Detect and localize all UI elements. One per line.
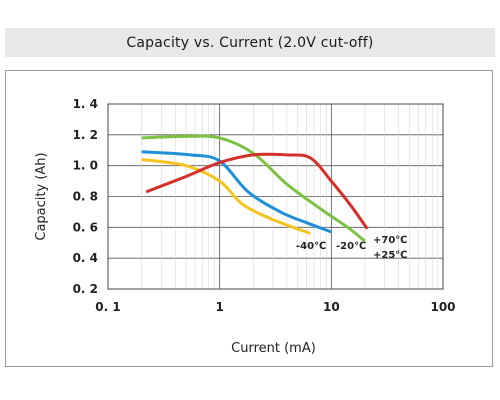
x-axis-label: Current (mA) [231, 341, 316, 356]
series-line [145, 152, 369, 230]
x-tick-label: 100 [430, 300, 455, 314]
x-tick-label: 0. 1 [95, 300, 120, 314]
series-line [141, 150, 332, 234]
chart-frame [5, 70, 493, 367]
chart-title: Capacity vs. Current (2.0V cut-off) [5, 28, 495, 57]
y-tick-label: 1. 4 [73, 97, 98, 111]
grid-layer [107, 103, 444, 290]
x-tick-label: 10 [323, 300, 340, 314]
series-line [141, 134, 366, 243]
series-label: +25℃ [373, 250, 407, 261]
y-tick-label: 1. 2 [73, 128, 98, 142]
series-label: -40℃ [296, 241, 326, 252]
y-tick-label: 0. 2 [73, 282, 98, 296]
plot-border [107, 103, 444, 290]
y-axis-label: Capacity (Ah) [34, 152, 49, 240]
y-tick-label: 1. 0 [73, 159, 98, 173]
y-tick-label: 0. 8 [73, 190, 98, 204]
series-label: -20℃ [336, 241, 366, 252]
x-tick-label: 1 [215, 300, 223, 314]
series-line [141, 158, 311, 235]
series-layer: -40℃ -20℃ +25℃ +70℃ [141, 134, 407, 261]
series-label: +70℃ [373, 235, 407, 246]
y-tick-label: 0. 6 [73, 220, 98, 234]
y-tick-label: 0. 4 [73, 251, 98, 265]
tick-layer: 0. 2 0. 4 0. 6 0. 8 1. 0 1. 2 1. 4 0. 1 1 10 100 [73, 97, 456, 314]
label-layer: Current (mA) Capacity (Ah) [34, 152, 316, 356]
